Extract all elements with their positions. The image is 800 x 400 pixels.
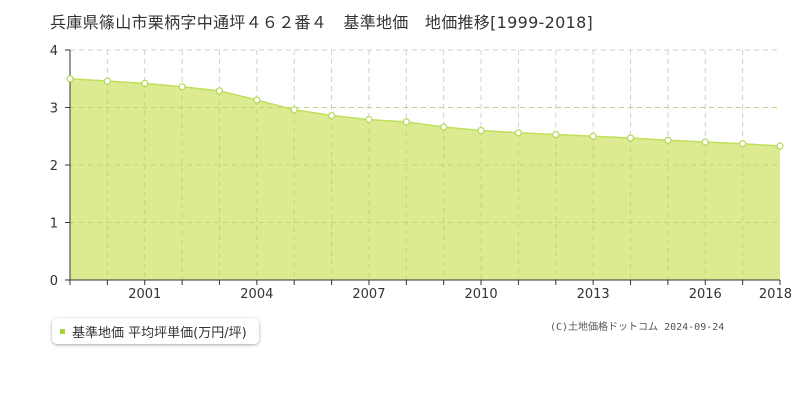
data-point[interactable] bbox=[514, 129, 523, 137]
x-tick-label: 2004 bbox=[240, 287, 273, 302]
data-point[interactable] bbox=[701, 138, 709, 146]
legend[interactable]: 基準地価 平均坪単価(万円/坪) bbox=[52, 318, 259, 344]
y-tick-label: 3 bbox=[50, 102, 58, 117]
data-point[interactable] bbox=[589, 132, 597, 140]
x-tick-label: 2016 bbox=[689, 287, 722, 302]
data-point[interactable] bbox=[66, 75, 74, 83]
data-point[interactable] bbox=[626, 134, 635, 142]
legend-marker bbox=[60, 328, 65, 334]
legend-label: 基準地価 平均坪単価(万円/坪) bbox=[72, 325, 247, 341]
y-tick-labels: 0 1 2 3 4 bbox=[50, 44, 58, 289]
y-tick-label: 0 bbox=[50, 274, 58, 289]
credit-text: (C)土地価格ドットコム 2024-09-24 bbox=[550, 322, 725, 333]
data-point[interactable] bbox=[477, 126, 485, 135]
data-point[interactable] bbox=[739, 140, 747, 148]
y-tick-label: 4 bbox=[50, 44, 58, 59]
data-point[interactable] bbox=[141, 79, 149, 87]
data-point[interactable] bbox=[327, 111, 336, 120]
data-points bbox=[66, 75, 784, 150]
data-point[interactable] bbox=[552, 130, 560, 139]
data-point[interactable] bbox=[402, 118, 410, 126]
data-point[interactable] bbox=[290, 106, 298, 114]
chart-title: 兵庫県篠山市栗柄字中通坪４６２番４ 基準地価 地価推移[1999-2018] bbox=[50, 13, 594, 32]
axes bbox=[65, 49, 781, 285]
x-tick-labels: 2001 2004 2007 2010 2013 2016 2018 bbox=[128, 287, 792, 302]
x-tick-label: 2013 bbox=[577, 287, 610, 302]
data-point[interactable] bbox=[178, 83, 186, 91]
x-tick-label: 2007 bbox=[352, 287, 385, 302]
data-point[interactable] bbox=[103, 77, 111, 85]
x-tick-label: 2010 bbox=[465, 287, 498, 302]
data-point[interactable] bbox=[440, 123, 448, 131]
y-tick-label: 1 bbox=[50, 217, 58, 232]
series-line bbox=[69, 78, 781, 147]
x-tick-label: 2018 bbox=[759, 287, 792, 302]
y-tick-label: 2 bbox=[50, 159, 58, 174]
data-point[interactable] bbox=[365, 115, 373, 124]
grid-overlay bbox=[70, 81, 780, 280]
data-point[interactable] bbox=[253, 96, 261, 104]
x-tick-label: 2001 bbox=[128, 287, 161, 302]
data-point[interactable] bbox=[664, 136, 672, 144]
data-point[interactable] bbox=[215, 87, 224, 95]
area-fill bbox=[70, 78, 780, 280]
data-point[interactable] bbox=[776, 142, 784, 150]
